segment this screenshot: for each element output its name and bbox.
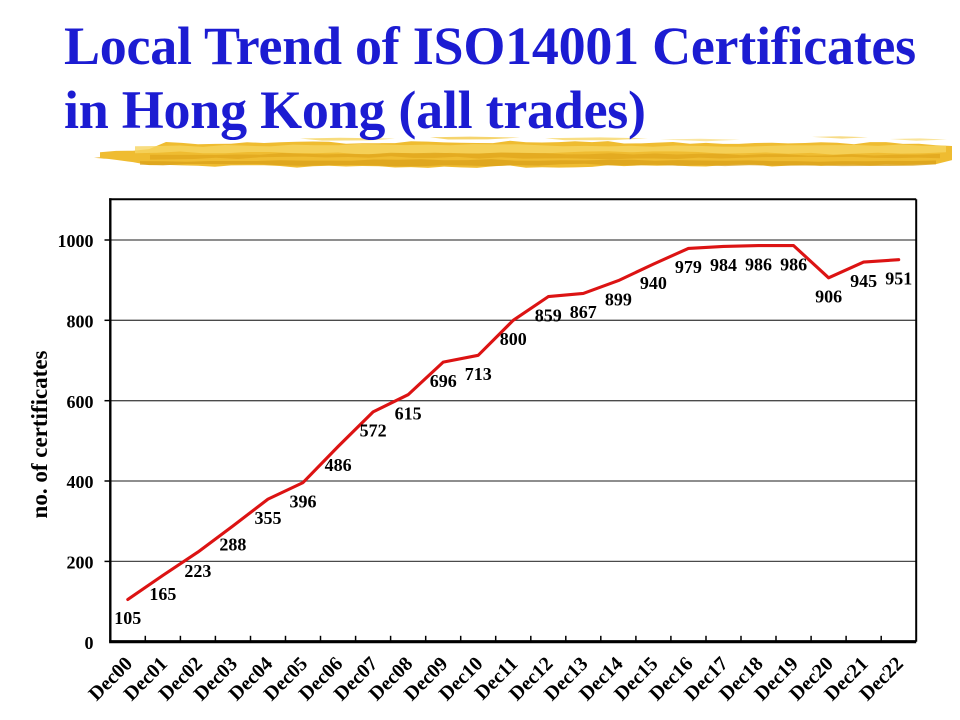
svg-text:945: 945 [850,271,877,291]
svg-text:400: 400 [67,472,94,492]
svg-text:984: 984 [710,255,737,275]
svg-text:696: 696 [430,371,457,391]
svg-text:105: 105 [114,608,141,628]
svg-text:600: 600 [67,392,94,412]
svg-text:906: 906 [815,287,842,307]
svg-text:986: 986 [745,254,772,274]
svg-text:1000: 1000 [58,231,94,251]
svg-text:979: 979 [675,257,702,277]
svg-text:572: 572 [360,421,387,441]
svg-text:986: 986 [780,254,807,274]
svg-text:200: 200 [67,553,94,573]
svg-text:800: 800 [67,312,94,332]
svg-text:165: 165 [149,584,176,604]
svg-text:899: 899 [605,289,632,309]
svg-text:0: 0 [85,633,94,653]
svg-text:223: 223 [184,561,211,581]
svg-text:396: 396 [290,491,317,511]
svg-text:486: 486 [325,455,352,475]
svg-text:800: 800 [500,329,527,349]
svg-text:615: 615 [395,403,422,423]
svg-text:867: 867 [570,302,597,322]
svg-text:951: 951 [885,268,912,288]
svg-text:355: 355 [255,508,282,528]
svg-text:288: 288 [219,535,246,555]
svg-text:no. of certificates: no. of certificates [27,350,52,518]
svg-text:713: 713 [465,364,492,384]
svg-text:940: 940 [640,273,667,293]
svg-text:859: 859 [535,305,562,325]
